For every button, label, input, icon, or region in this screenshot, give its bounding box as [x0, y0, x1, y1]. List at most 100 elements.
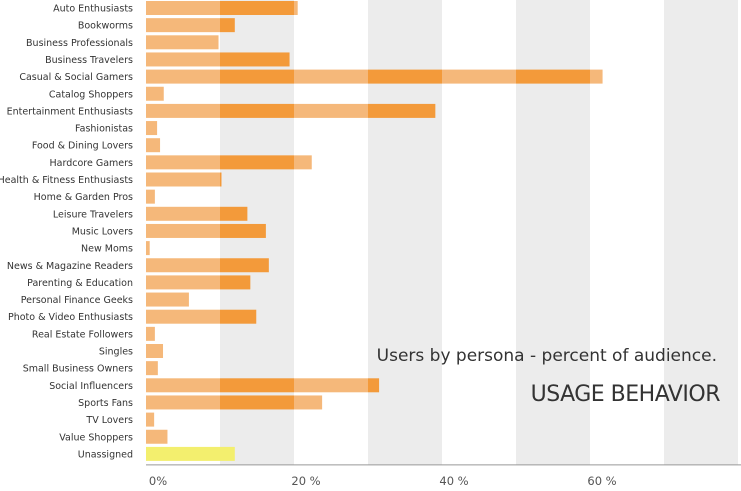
bar — [146, 138, 161, 153]
bar — [146, 309, 257, 324]
category-label: Bookworms — [78, 21, 133, 32]
bar — [146, 292, 189, 307]
bar-segment — [220, 395, 294, 410]
category-label: Food & Dining Lovers — [32, 141, 133, 152]
bar-segment — [146, 361, 158, 376]
bar — [146, 275, 251, 290]
category-label: Casual & Social Gamers — [19, 72, 133, 83]
bar — [146, 69, 603, 84]
category-label: Parenting & Education — [27, 278, 133, 289]
bars-group — [146, 1, 603, 461]
category-label: Health & Fitness Enthusiasts — [0, 175, 133, 186]
bar — [146, 258, 269, 273]
x-tick-label: 60 % — [587, 474, 616, 488]
bar-segment — [220, 378, 294, 393]
bar — [146, 189, 155, 204]
bar-segment — [146, 172, 220, 187]
category-label: Real Estate Followers — [32, 329, 133, 340]
category-labels: Auto Enthusiasts Bookworms Business Profes… — [0, 4, 133, 461]
bar-segment — [146, 69, 220, 84]
bar-segment — [294, 69, 368, 84]
bar-segment — [220, 172, 222, 187]
bar-segment — [146, 412, 155, 427]
bar — [146, 395, 323, 410]
bar-segment — [220, 103, 294, 118]
bar-segment — [220, 223, 266, 238]
category-label: Business Professionals — [26, 38, 133, 49]
category-label: TV Lovers — [85, 415, 133, 426]
category-label: Photo & Video Enthusiasts — [8, 312, 133, 323]
bar-segment — [146, 275, 220, 290]
bar-segment — [146, 429, 168, 444]
bar — [146, 1, 298, 15]
bar — [146, 206, 248, 221]
bar-segment — [146, 292, 189, 307]
bar-segment — [146, 395, 220, 410]
bar-segment — [220, 52, 290, 67]
category-label: Business Travelers — [45, 55, 133, 66]
bar-segment — [146, 1, 220, 15]
bar — [146, 172, 222, 187]
bar — [146, 121, 158, 136]
bar — [146, 326, 155, 341]
bar-segment — [220, 18, 235, 33]
bar-segment — [146, 155, 220, 170]
bar-segment — [146, 378, 220, 393]
bar-segment — [146, 206, 220, 221]
bar — [146, 378, 380, 393]
bar — [146, 52, 290, 67]
bar-segment — [442, 69, 516, 84]
bar — [146, 361, 158, 376]
category-label: News & Magazine Readers — [7, 261, 133, 272]
bar-segment — [220, 1, 294, 15]
bar-segment — [146, 189, 155, 204]
grid-band — [664, 0, 738, 465]
bar-segment — [146, 344, 164, 358]
category-label: Sports Fans — [78, 398, 133, 409]
bar — [146, 103, 436, 118]
bar-segment — [294, 378, 368, 393]
bar — [146, 86, 164, 101]
bar-segment — [146, 103, 220, 118]
bar-segment — [146, 309, 220, 324]
category-label: Home & Garden Pros — [34, 192, 133, 203]
bar — [146, 429, 168, 444]
bar-segment — [146, 121, 158, 136]
category-label: Leisure Travelers — [53, 209, 133, 220]
bar — [146, 35, 219, 50]
bar-segment — [146, 18, 220, 33]
bar-segment — [368, 378, 380, 393]
bar — [146, 223, 266, 238]
category-label: Hardcore Gamers — [50, 158, 134, 169]
category-label: Auto Enthusiasts — [53, 4, 133, 15]
category-label: Value Shoppers — [59, 432, 133, 443]
bar-segment — [146, 446, 235, 461]
bar-segment — [220, 309, 257, 324]
x-tick-label: 20 % — [291, 474, 320, 488]
bar-segment — [368, 103, 436, 118]
bar-segment — [294, 103, 368, 118]
bar — [146, 155, 312, 170]
bar — [146, 412, 155, 427]
bar-segment — [294, 395, 323, 410]
bar-segment — [146, 52, 220, 67]
bar-segment — [146, 241, 150, 256]
bar-segment — [146, 138, 161, 153]
category-label: Entertainment Enthusiasts — [7, 106, 133, 117]
bar-segment — [590, 69, 603, 84]
bar-segment — [220, 206, 248, 221]
bar-segment — [294, 155, 312, 170]
x-axis: 0%20 %40 %60 %80 — [146, 464, 741, 488]
bar — [146, 18, 235, 33]
bar-segment — [146, 326, 155, 341]
category-label: Personal Finance Geeks — [21, 295, 133, 306]
category-label: Music Lovers — [72, 226, 133, 237]
x-tick-label: 0% — [149, 474, 167, 488]
bar-segment — [146, 258, 220, 273]
chart-subtitle: Users by persona - percent of audience. — [376, 346, 717, 366]
category-label: Catalog Shoppers — [49, 89, 133, 100]
bar — [146, 241, 150, 256]
bar-segment — [294, 1, 298, 15]
bar-segment — [146, 86, 164, 101]
